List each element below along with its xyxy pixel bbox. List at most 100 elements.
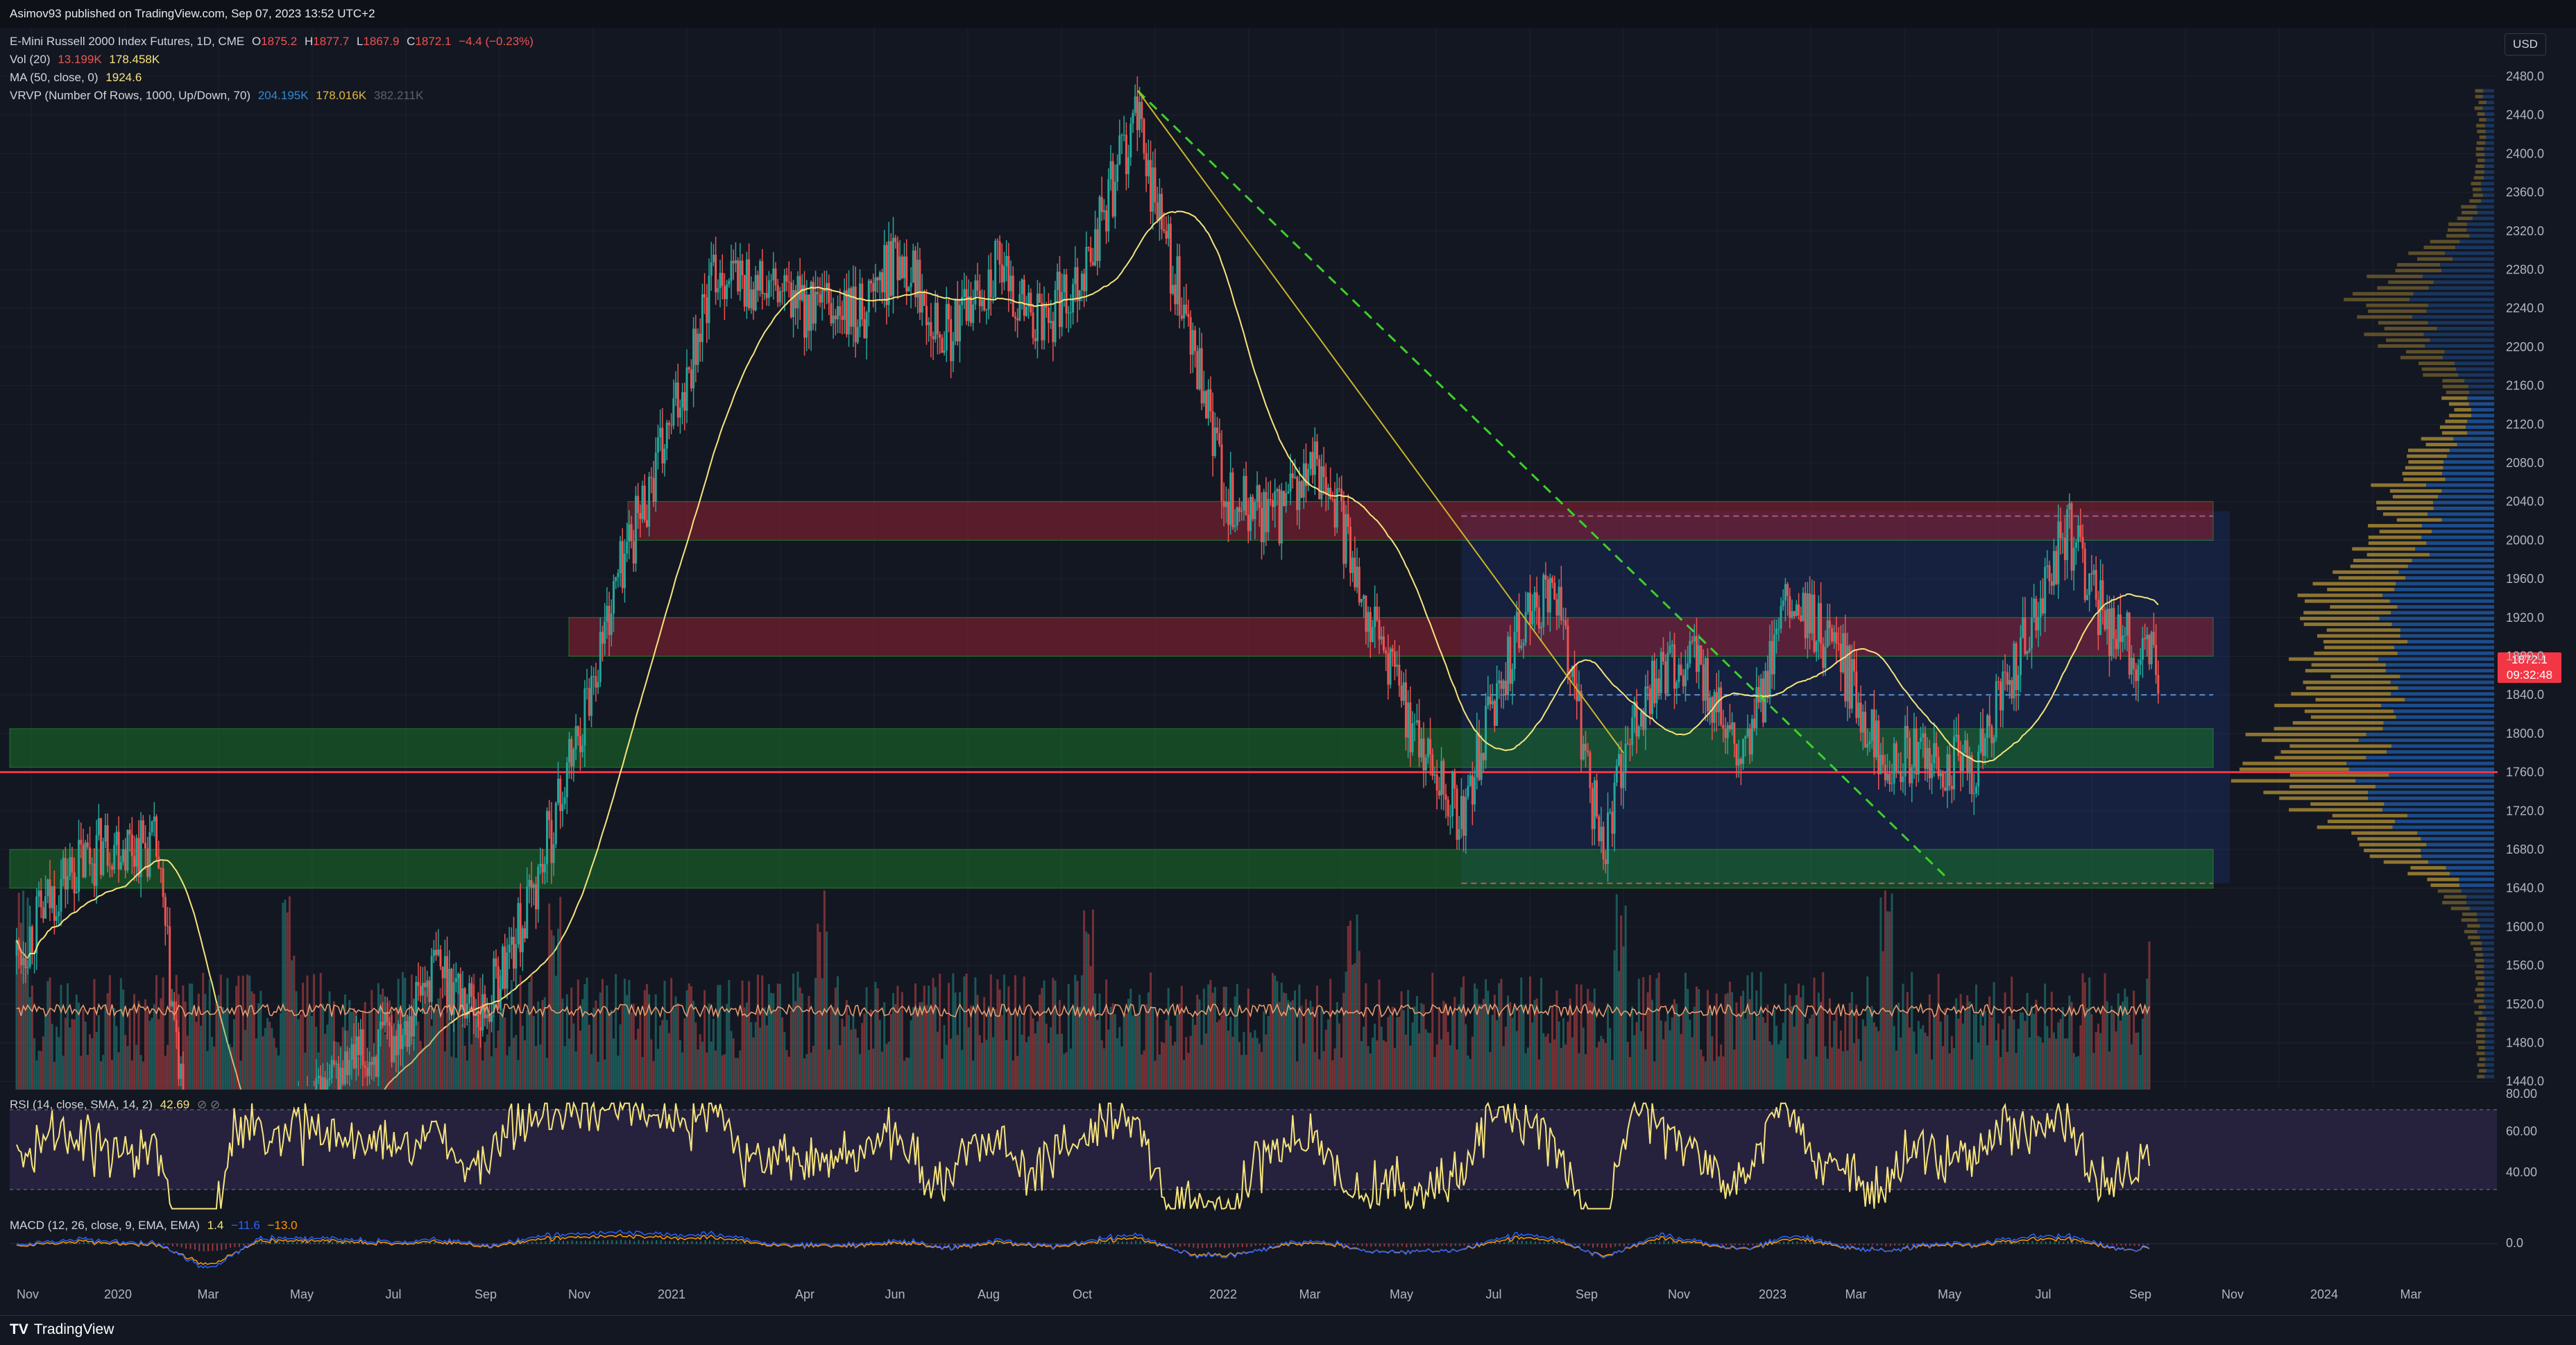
candle-body bbox=[901, 256, 903, 278]
macd-hist-bar bbox=[1818, 1242, 1820, 1244]
candle-body bbox=[1585, 743, 1587, 751]
volume-bar bbox=[1433, 1057, 1436, 1090]
macd-hist-bar bbox=[78, 1242, 80, 1244]
candle-body bbox=[1487, 696, 1490, 706]
macd-hist-bar bbox=[1446, 1244, 1447, 1246]
vp-down-bar bbox=[2351, 831, 2418, 835]
vrvp-legend[interactable]: VRVP (Number Of Rows, 1000, Up/Down, 70)… bbox=[10, 89, 427, 103]
volume-bar bbox=[328, 991, 331, 1090]
volume-bar bbox=[799, 987, 801, 1090]
macd-hist-bar bbox=[1734, 1244, 1736, 1245]
candle-body bbox=[1655, 678, 1658, 704]
symbol-legend[interactable]: E-Mini Russell 2000 Index Futures, 1D, C… bbox=[10, 35, 542, 49]
vp-down-bar bbox=[2462, 912, 2477, 916]
rsi-pane[interactable] bbox=[0, 1094, 2498, 1212]
candle-body bbox=[841, 316, 844, 320]
candle-body bbox=[741, 260, 744, 276]
volume-bar bbox=[943, 1025, 946, 1090]
vp-up-bar bbox=[2485, 1005, 2494, 1009]
volume-bar bbox=[1886, 911, 1889, 1090]
volume-bar bbox=[313, 974, 316, 1090]
volume-bar bbox=[266, 1017, 268, 1090]
volume-bar bbox=[978, 1035, 981, 1090]
volume-bar bbox=[1609, 1028, 1612, 1090]
macd-hist-bar bbox=[1628, 1244, 1630, 1245]
volume-bar bbox=[1278, 1001, 1281, 1090]
volume-bar bbox=[366, 1060, 368, 1090]
macd-hist-bar bbox=[434, 1242, 436, 1244]
volume-bar bbox=[502, 1008, 504, 1090]
volume-bar bbox=[1487, 990, 1490, 1090]
volume-bar bbox=[479, 977, 482, 1090]
candle-body bbox=[1211, 411, 1214, 457]
macd-pane[interactable] bbox=[0, 1215, 2498, 1284]
zone-support-upper bbox=[9, 728, 2214, 768]
vp-up-bar bbox=[2385, 663, 2494, 667]
price-scale[interactable]: 2480.02440.02400.02360.02320.02280.02240… bbox=[2498, 0, 2574, 1284]
candle-body bbox=[756, 275, 759, 291]
volume-bar bbox=[887, 1041, 890, 1090]
volume-bar bbox=[1404, 1034, 1407, 1090]
volume-bar bbox=[280, 1013, 282, 1090]
candle-body bbox=[630, 524, 633, 541]
vp-down-bar bbox=[2389, 489, 2442, 493]
macd-hist-bar bbox=[203, 1244, 205, 1251]
candle-body bbox=[1087, 246, 1090, 248]
candle-body bbox=[1678, 664, 1680, 683]
candle-body bbox=[1639, 711, 1642, 727]
macd-hist-bar bbox=[1805, 1242, 1807, 1244]
vp-up-bar bbox=[2441, 518, 2494, 522]
volume-bar bbox=[1058, 999, 1061, 1090]
volume-bar bbox=[1844, 1013, 1847, 1090]
candle-body bbox=[1329, 487, 1332, 499]
vp-up-bar bbox=[2389, 773, 2494, 777]
vp-up-bar bbox=[2477, 210, 2494, 214]
volume-legend[interactable]: Vol (20) 13.199K 178.458K bbox=[10, 53, 164, 67]
volume-bar bbox=[1021, 1034, 1023, 1090]
macd-hist-bar bbox=[1437, 1244, 1439, 1246]
price-pane[interactable] bbox=[0, 28, 2498, 1221]
vp-up-bar bbox=[2468, 384, 2494, 389]
macd-hist-bar bbox=[287, 1242, 289, 1244]
volume-bar bbox=[2130, 1044, 2133, 1090]
volume-bar bbox=[865, 987, 868, 1090]
rsi-chart[interactable] bbox=[0, 1094, 2498, 1212]
ma-legend[interactable]: MA (50, close, 0) 1924.6 bbox=[10, 71, 146, 85]
volume-bar bbox=[832, 1007, 835, 1090]
currency-button[interactable]: USD bbox=[2505, 33, 2546, 56]
vp-up-bar bbox=[2385, 668, 2494, 672]
tradingview-logo[interactable]: TV TradingView bbox=[10, 1321, 114, 1338]
vp-down-bar bbox=[2344, 298, 2410, 302]
volume-bar bbox=[572, 1023, 575, 1090]
volume-bar bbox=[601, 979, 604, 1090]
volume-bar bbox=[867, 1049, 870, 1090]
macd-hist-bar bbox=[1596, 1244, 1598, 1247]
candle-body bbox=[1804, 593, 1807, 638]
price-chart[interactable] bbox=[0, 28, 2498, 1221]
vp-down-bar bbox=[2405, 350, 2445, 354]
vp-down-bar bbox=[2477, 129, 2486, 133]
candle-body bbox=[2048, 565, 2051, 582]
volume-bar bbox=[608, 1013, 611, 1090]
candle-body bbox=[2068, 503, 2071, 509]
candle-body bbox=[361, 1029, 364, 1066]
candle-body bbox=[1036, 294, 1039, 341]
macd-hist-bar bbox=[549, 1240, 551, 1244]
volume-bar bbox=[443, 1051, 446, 1090]
volume-bar bbox=[1194, 1024, 1197, 1090]
volume-bar bbox=[1143, 1050, 1145, 1090]
volume-bar bbox=[1300, 1006, 1303, 1090]
vp-up-bar bbox=[2466, 222, 2494, 226]
volume-bar bbox=[22, 890, 25, 1090]
macd-legend[interactable]: MACD (12, 26, close, 9, EMA, EMA) 1.4 −1… bbox=[10, 1219, 302, 1233]
candle-body bbox=[1216, 428, 1219, 433]
candle-body bbox=[828, 282, 830, 303]
macd-chart[interactable] bbox=[0, 1215, 2498, 1284]
volume-bar bbox=[457, 977, 460, 1090]
volume-bar bbox=[208, 979, 211, 1090]
vp-up-bar bbox=[2429, 552, 2494, 557]
rsi-legend[interactable]: RSI (14, close, SMA, 14, 2) 42.69 ⊘ ⊘ bbox=[10, 1098, 224, 1112]
macd-hist-bar bbox=[944, 1244, 946, 1245]
vp-up-bar bbox=[2449, 448, 2494, 452]
vp-up-bar bbox=[2441, 269, 2494, 273]
